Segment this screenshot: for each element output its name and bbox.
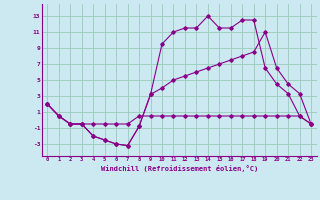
X-axis label: Windchill (Refroidissement éolien,°C): Windchill (Refroidissement éolien,°C) [100,165,258,172]
